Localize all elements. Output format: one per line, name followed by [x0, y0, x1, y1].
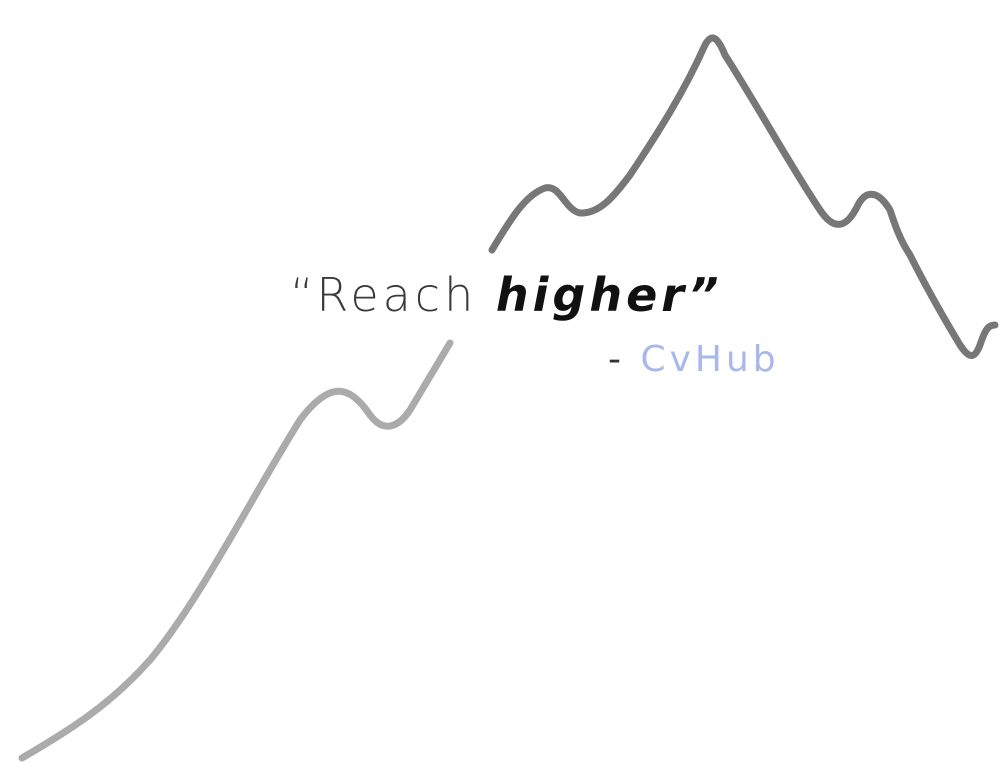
mountain-line-lower-segment: [18, 339, 454, 762]
quote-close-mark: ”: [688, 268, 723, 322]
attribution-dash: -: [608, 339, 641, 380]
quote-text: “Reach higher”: [290, 262, 722, 328]
quote-attribution: - CvHub: [608, 336, 780, 384]
quote-open-mark: “: [290, 268, 317, 322]
quote-regular-text: Reach: [316, 268, 496, 322]
attribution-brand: CvHub: [640, 339, 780, 380]
mountain-line-upper-segment: [488, 34, 999, 359]
quote-emphasis-text: higher: [495, 268, 689, 322]
